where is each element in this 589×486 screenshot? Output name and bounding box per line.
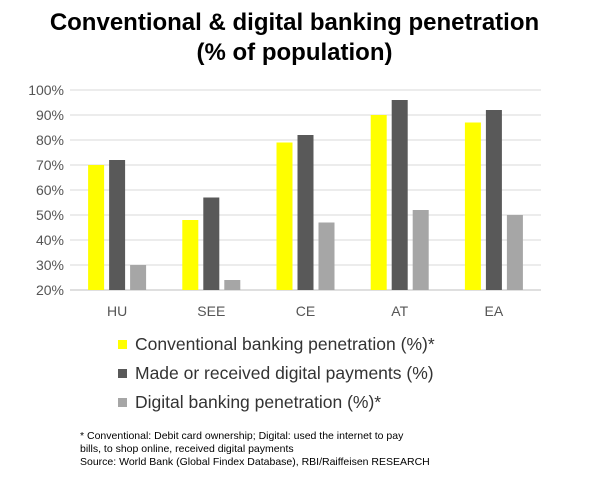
bar-ea-series-2	[506, 215, 523, 290]
y-tick-label: 100%	[28, 82, 64, 98]
bar-ce-series-2	[318, 222, 335, 290]
legend-label-digital-banking: Digital banking penetration (%)*	[135, 392, 382, 412]
bar-see-series-1	[203, 197, 220, 290]
bar-hu-series-0	[88, 165, 105, 290]
y-tick-label: 50%	[36, 207, 64, 223]
y-tick-label: 70%	[36, 157, 64, 173]
x-tick-label-ea: EA	[485, 303, 504, 319]
bar-at-series-2	[412, 210, 429, 290]
footnote: * Conventional: Debit card ownership; Di…	[80, 430, 430, 469]
y-tick-label: 30%	[36, 257, 64, 273]
chart-title-line1: Conventional & digital banking penetrati…	[49, 9, 540, 36]
legend-swatch-digital-payments	[118, 369, 127, 378]
legend-item-conventional: Conventional banking penetration (%)*	[118, 330, 435, 359]
legend-label-conventional: Conventional banking penetration (%)*	[135, 334, 435, 354]
y-tick-label: 80%	[36, 132, 64, 148]
y-tick-label: 40%	[36, 232, 64, 248]
bar-see-series-0	[182, 220, 199, 290]
footnote-line1: * Conventional: Debit card ownership; Di…	[80, 430, 404, 442]
bar-hu-series-2	[130, 265, 147, 290]
chart-title: Conventional & digital banking penetrati…	[0, 8, 589, 68]
y-tick-label: 20%	[36, 282, 64, 298]
footnote-source: Source: World Bank (Global Findex Databa…	[80, 456, 430, 468]
x-tick-label-see: SEE	[197, 303, 225, 319]
bar-ea-series-1	[485, 110, 502, 290]
chart-title-line2: (% of population)	[196, 39, 393, 66]
bar-see-series-2	[224, 280, 241, 290]
legend: Conventional banking penetration (%)* Ma…	[118, 330, 435, 417]
x-tick-label-at: AT	[391, 303, 408, 319]
bar-at-series-0	[370, 115, 387, 290]
x-tick-label-hu: HU	[107, 303, 127, 319]
bars	[88, 100, 523, 290]
bar-ce-series-0	[276, 142, 293, 290]
footnote-line2: bills, to shop online, received digital …	[80, 443, 294, 455]
bar-ea-series-0	[464, 122, 481, 290]
legend-item-digital-banking: Digital banking penetration (%)*	[118, 388, 435, 417]
legend-item-digital-payments: Made or received digital payments (%)	[118, 359, 435, 388]
y-tick-label: 90%	[36, 107, 64, 123]
bar-hu-series-1	[109, 160, 126, 290]
legend-swatch-digital-banking	[118, 398, 127, 407]
y-axis: 20% 30% 40% 50% 60% 70% 80% 90% 100%	[28, 82, 64, 298]
x-tick-label-ce: CE	[296, 303, 315, 319]
x-axis: HU SEE CE AT EA	[107, 303, 504, 319]
bar-chart: 20% 30% 40% 50% 60% 70% 80% 90% 100% HU SEE CE AT EA	[28, 82, 541, 319]
bar-at-series-1	[391, 100, 408, 290]
y-tick-label: 60%	[36, 182, 64, 198]
legend-label-digital-payments: Made or received digital payments (%)	[135, 363, 434, 383]
bar-ce-series-1	[297, 135, 314, 290]
legend-swatch-conventional	[118, 340, 127, 349]
